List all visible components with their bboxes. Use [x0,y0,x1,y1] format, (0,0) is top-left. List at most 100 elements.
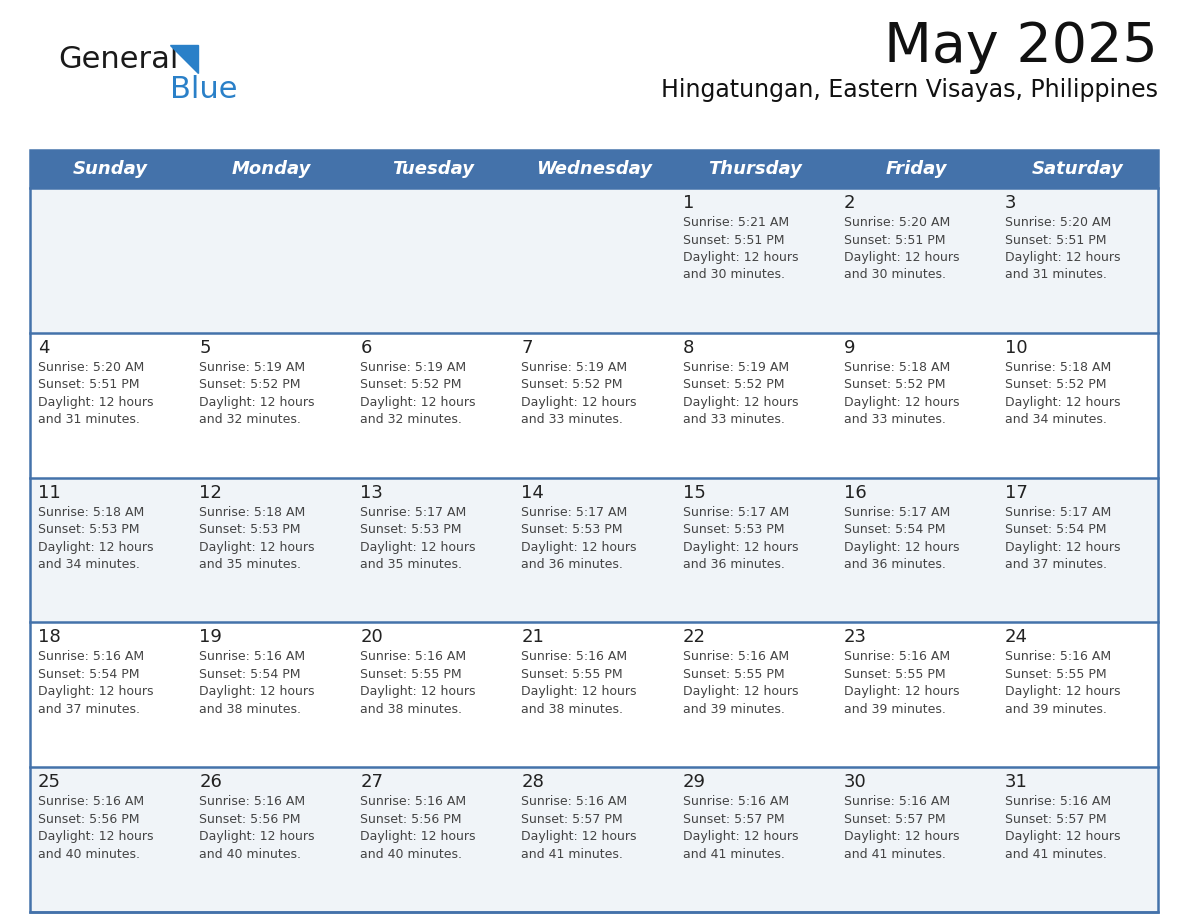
Text: 19: 19 [200,629,222,646]
Bar [835,477,997,622]
Text: 30: 30 [843,773,866,791]
Text: and 36 minutes.: and 36 minutes. [683,558,784,571]
Bar [675,188,835,333]
Text: Sunrise: 5:19 AM: Sunrise: 5:19 AM [683,361,789,374]
Text: Sunset: 5:55 PM: Sunset: 5:55 PM [360,668,462,681]
Text: Daylight: 12 hours: Daylight: 12 hours [38,830,153,844]
Polygon shape [170,45,198,73]
Text: 26: 26 [200,773,222,791]
Text: Sunset: 5:53 PM: Sunset: 5:53 PM [38,523,139,536]
Text: Sunset: 5:53 PM: Sunset: 5:53 PM [522,523,623,536]
Text: and 31 minutes.: and 31 minutes. [38,413,140,426]
Text: 23: 23 [843,629,867,646]
Text: Daylight: 12 hours: Daylight: 12 hours [38,541,153,554]
Text: and 39 minutes.: and 39 minutes. [843,703,946,716]
Text: 3: 3 [1005,194,1017,212]
Text: Sunset: 5:57 PM: Sunset: 5:57 PM [1005,812,1106,825]
Text: and 41 minutes.: and 41 minutes. [843,847,946,861]
Text: Sunset: 5:57 PM: Sunset: 5:57 PM [683,812,784,825]
Text: Daylight: 12 hours: Daylight: 12 hours [38,396,153,409]
Text: 9: 9 [843,339,855,357]
Text: Sunset: 5:53 PM: Sunset: 5:53 PM [683,523,784,536]
Text: Sunrise: 5:16 AM: Sunrise: 5:16 AM [1005,795,1111,808]
Text: Saturday: Saturday [1031,160,1124,178]
Text: 15: 15 [683,484,706,501]
Text: and 33 minutes.: and 33 minutes. [522,413,624,426]
Text: 14: 14 [522,484,544,501]
Text: Sunrise: 5:17 AM: Sunrise: 5:17 AM [683,506,789,519]
Text: Thursday: Thursday [708,160,802,178]
Bar [191,188,353,333]
Text: 20: 20 [360,629,383,646]
Bar [353,150,513,188]
Text: Sunrise: 5:16 AM: Sunrise: 5:16 AM [843,650,950,664]
Bar [835,333,997,477]
Text: Sunset: 5:52 PM: Sunset: 5:52 PM [200,378,301,391]
Bar [675,622,835,767]
Text: 27: 27 [360,773,384,791]
Text: and 40 minutes.: and 40 minutes. [200,847,301,861]
Text: Sunset: 5:52 PM: Sunset: 5:52 PM [843,378,946,391]
Bar [353,477,513,622]
Text: and 33 minutes.: and 33 minutes. [683,413,784,426]
Text: and 38 minutes.: and 38 minutes. [200,703,301,716]
Text: 28: 28 [522,773,544,791]
Text: Sunset: 5:54 PM: Sunset: 5:54 PM [38,668,139,681]
Text: Sunset: 5:57 PM: Sunset: 5:57 PM [522,812,623,825]
Text: Blue: Blue [170,75,238,104]
Bar [997,150,1158,188]
Text: Wednesday: Wednesday [536,160,652,178]
Text: Sunset: 5:52 PM: Sunset: 5:52 PM [683,378,784,391]
Text: Sunrise: 5:20 AM: Sunrise: 5:20 AM [1005,216,1111,229]
Bar [675,767,835,912]
Text: and 33 minutes.: and 33 minutes. [843,413,946,426]
Text: Sunset: 5:52 PM: Sunset: 5:52 PM [522,378,623,391]
Bar [30,150,191,188]
Bar [191,767,353,912]
Bar [513,622,675,767]
Text: and 34 minutes.: and 34 minutes. [1005,413,1107,426]
Text: and 39 minutes.: and 39 minutes. [683,703,784,716]
Text: Daylight: 12 hours: Daylight: 12 hours [38,686,153,699]
Text: and 31 minutes.: and 31 minutes. [1005,268,1107,282]
Text: Sunrise: 5:17 AM: Sunrise: 5:17 AM [522,506,627,519]
Text: Sunset: 5:56 PM: Sunset: 5:56 PM [200,812,301,825]
Bar [675,150,835,188]
Bar [997,477,1158,622]
Text: Daylight: 12 hours: Daylight: 12 hours [683,251,798,264]
Text: Sunset: 5:51 PM: Sunset: 5:51 PM [843,233,946,247]
Text: Daylight: 12 hours: Daylight: 12 hours [1005,830,1120,844]
Bar [30,150,1158,912]
Text: and 36 minutes.: and 36 minutes. [522,558,624,571]
Bar [30,622,191,767]
Text: Daylight: 12 hours: Daylight: 12 hours [522,541,637,554]
Text: 2: 2 [843,194,855,212]
Text: Daylight: 12 hours: Daylight: 12 hours [1005,686,1120,699]
Text: and 34 minutes.: and 34 minutes. [38,558,140,571]
Text: 11: 11 [38,484,61,501]
Text: Daylight: 12 hours: Daylight: 12 hours [683,830,798,844]
Bar [353,622,513,767]
Text: Daylight: 12 hours: Daylight: 12 hours [522,686,637,699]
Text: Daylight: 12 hours: Daylight: 12 hours [843,541,959,554]
Text: Monday: Monday [232,160,311,178]
Text: Sunrise: 5:18 AM: Sunrise: 5:18 AM [1005,361,1111,374]
Text: Sunrise: 5:16 AM: Sunrise: 5:16 AM [683,795,789,808]
Text: Sunset: 5:54 PM: Sunset: 5:54 PM [843,523,946,536]
Bar [997,188,1158,333]
Bar [191,477,353,622]
Text: Sunset: 5:55 PM: Sunset: 5:55 PM [1005,668,1106,681]
Text: Daylight: 12 hours: Daylight: 12 hours [1005,541,1120,554]
Text: 21: 21 [522,629,544,646]
Text: 24: 24 [1005,629,1028,646]
Bar [30,477,191,622]
Bar [675,477,835,622]
Text: and 37 minutes.: and 37 minutes. [38,703,140,716]
Text: Sunrise: 5:20 AM: Sunrise: 5:20 AM [38,361,144,374]
Text: Daylight: 12 hours: Daylight: 12 hours [843,251,959,264]
Text: 7: 7 [522,339,533,357]
Text: and 38 minutes.: and 38 minutes. [360,703,462,716]
Text: Sunset: 5:56 PM: Sunset: 5:56 PM [360,812,462,825]
Text: and 41 minutes.: and 41 minutes. [683,847,784,861]
Text: Sunset: 5:55 PM: Sunset: 5:55 PM [843,668,946,681]
